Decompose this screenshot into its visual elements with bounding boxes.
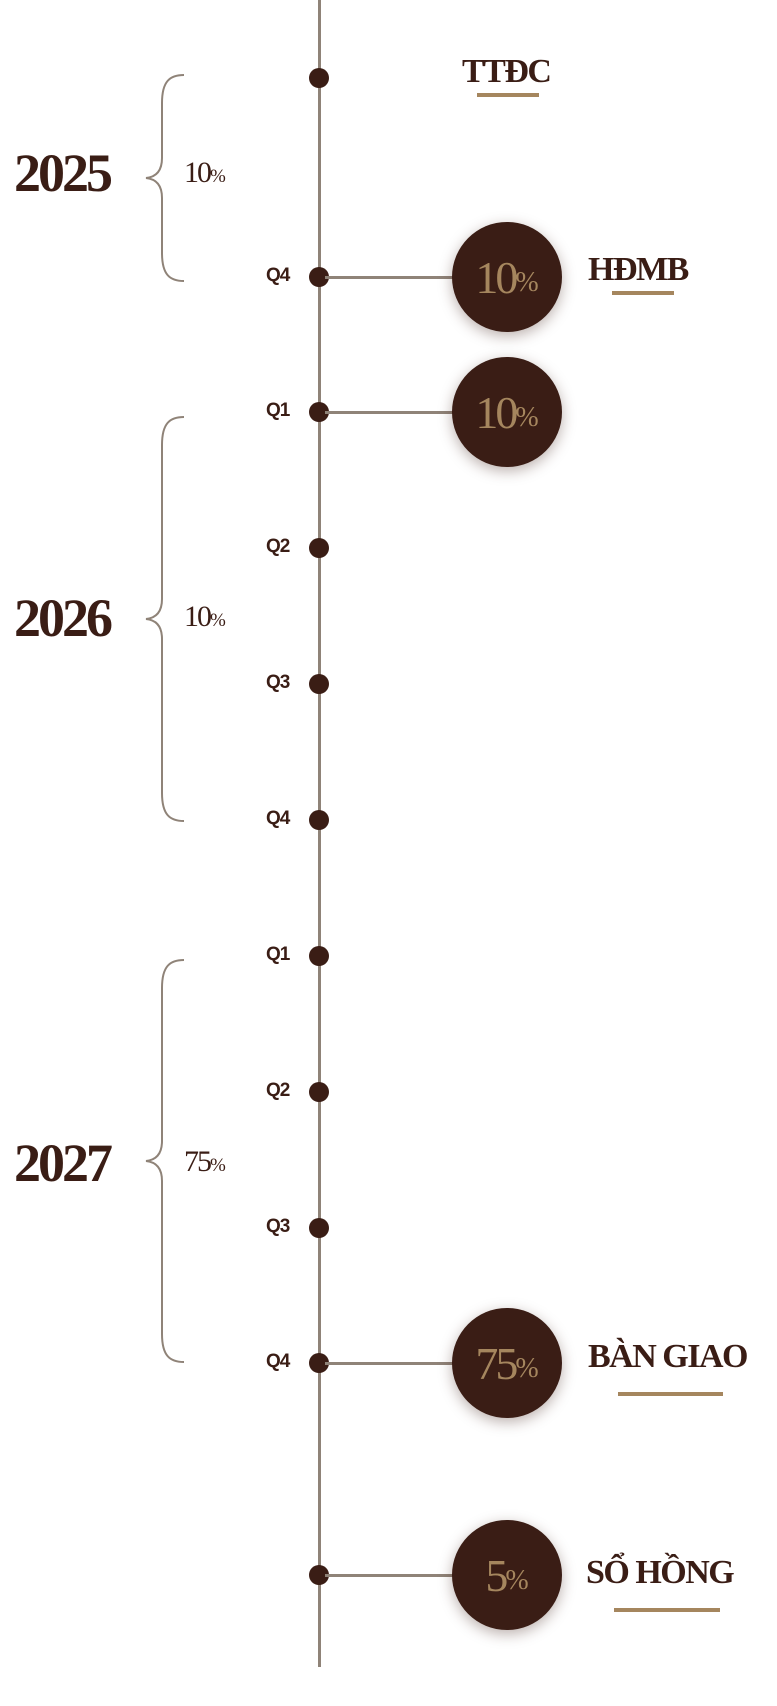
- bubble-pct: %: [515, 1353, 539, 1384]
- timeline-dot: [309, 402, 329, 422]
- label-underline: [477, 93, 539, 97]
- year-percent: 75%: [184, 1145, 226, 1179]
- timeline-dot-so-hong: [309, 1565, 329, 1585]
- bubble-value: 10: [475, 386, 518, 438]
- bubble-value: 75: [475, 1337, 518, 1389]
- bubble-pct: %: [515, 267, 539, 298]
- curly-brace-icon: [145, 416, 185, 822]
- timeline-dot: [309, 674, 329, 694]
- quarter-label: Q2: [266, 536, 290, 557]
- milestone-label-so-hong: SỔ HỒNG: [586, 1554, 735, 1591]
- timeline-dot: [309, 267, 329, 287]
- year-percent-value: 10: [184, 156, 212, 189]
- year-percent: 10%: [184, 600, 226, 634]
- year-2026: 2026: [14, 588, 113, 648]
- quarter-label: Q1: [266, 944, 290, 965]
- connector-line: [325, 276, 455, 279]
- timeline-dot: [309, 1353, 329, 1373]
- label-underline: [618, 1392, 723, 1396]
- timeline-dot: [309, 538, 329, 558]
- quarter-label: Q2: [266, 1080, 290, 1101]
- year-2027: 2027: [14, 1133, 113, 1193]
- bubble-pct: %: [515, 402, 539, 433]
- year-percent-sign: %: [210, 610, 226, 631]
- timeline-dot-ttdc: [309, 68, 329, 88]
- percent-bubble: 10%: [452, 222, 562, 332]
- percent-bubble: 75%: [452, 1308, 562, 1418]
- quarter-label: Q4: [266, 808, 290, 829]
- timeline-dot: [309, 1218, 329, 1238]
- timeline-dot: [309, 946, 329, 966]
- year-percent-sign: %: [210, 166, 226, 187]
- quarter-label: Q1: [266, 400, 290, 421]
- year-percent-value: 10: [184, 600, 212, 633]
- bubble-pct: %: [505, 1565, 529, 1596]
- year-percent: 10%: [184, 156, 226, 190]
- bubble-value: 10: [475, 251, 518, 303]
- year-2025: 2025: [14, 143, 113, 203]
- timeline-dot: [309, 1082, 329, 1102]
- milestone-label-ttdc: TTĐC: [462, 53, 552, 90]
- percent-bubble: 5%: [452, 1520, 562, 1630]
- quarter-label: Q4: [266, 265, 290, 286]
- curly-brace-icon: [145, 959, 185, 1363]
- connector-line: [325, 411, 455, 414]
- year-percent-sign: %: [210, 1155, 226, 1176]
- year-percent-value: 75: [184, 1145, 212, 1178]
- label-underline: [614, 1608, 720, 1612]
- label-underline: [612, 291, 674, 295]
- bubble-value: 5: [485, 1549, 508, 1601]
- quarter-label: Q3: [266, 672, 290, 693]
- percent-bubble: 10%: [452, 357, 562, 467]
- milestone-label-ban-giao: BÀN GIAO: [588, 1338, 748, 1375]
- curly-brace-icon: [145, 74, 185, 282]
- timeline-dot: [309, 810, 329, 830]
- milestone-label-hdmb: HĐMB: [588, 251, 689, 288]
- connector-line: [325, 1574, 455, 1577]
- quarter-label: Q4: [266, 1351, 290, 1372]
- timeline-axis: [318, 0, 321, 1667]
- quarter-label: Q3: [266, 1216, 290, 1237]
- connector-line: [325, 1362, 455, 1365]
